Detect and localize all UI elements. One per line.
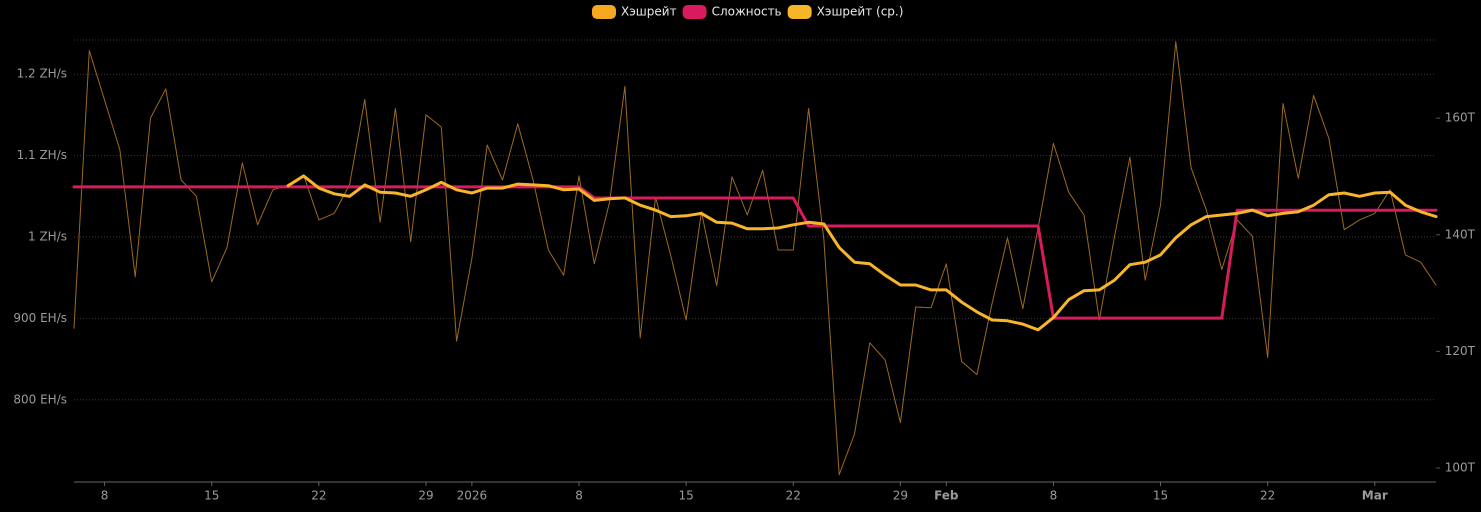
series-line — [286, 174, 1438, 332]
x-tick-label: 8 — [1050, 489, 1058, 503]
x-tick-label: 15 — [204, 489, 219, 503]
x-tick-label: 2026 — [457, 489, 488, 503]
legend-swatch — [682, 5, 707, 19]
x-tick-label: 22 — [311, 489, 326, 503]
series-line — [72, 185, 1438, 320]
x-tick-label: 8 — [101, 489, 109, 503]
legend-label: Сложность — [712, 5, 782, 19]
x-tick-label: 22 — [1260, 489, 1275, 503]
y-tick-label: 900 EH/s — [13, 311, 67, 325]
y-tick-label: 1.1 ZH/s — [17, 148, 67, 162]
legend-label: Хэшрейт (ср.) — [817, 5, 904, 19]
y2-tick-label: 160T — [1445, 111, 1476, 125]
x-tick-label: 15 — [678, 489, 693, 503]
x-tick-label: 15 — [1153, 489, 1168, 503]
x-tick-label: 29 — [893, 489, 908, 503]
legend-label: Хэшрейт — [621, 5, 677, 19]
y-tick-label: 800 EH/s — [13, 392, 67, 406]
y-tick-label: 1 ZH/s — [28, 229, 67, 243]
y2-tick-label: 140T — [1445, 227, 1476, 241]
y2-tick-label: 120T — [1445, 344, 1476, 358]
x-tick-label: 22 — [786, 489, 801, 503]
y2-tick-label: 100T — [1445, 461, 1476, 475]
legend-swatch — [787, 5, 812, 19]
y-tick-label: 1.2 ZH/s — [17, 67, 67, 81]
x-tick-label: Mar — [1362, 489, 1388, 503]
x-tick-label: 8 — [575, 489, 583, 503]
x-tick-label: 29 — [418, 489, 433, 503]
x-tick-label: Feb — [934, 489, 959, 503]
legend-swatch — [592, 5, 616, 19]
